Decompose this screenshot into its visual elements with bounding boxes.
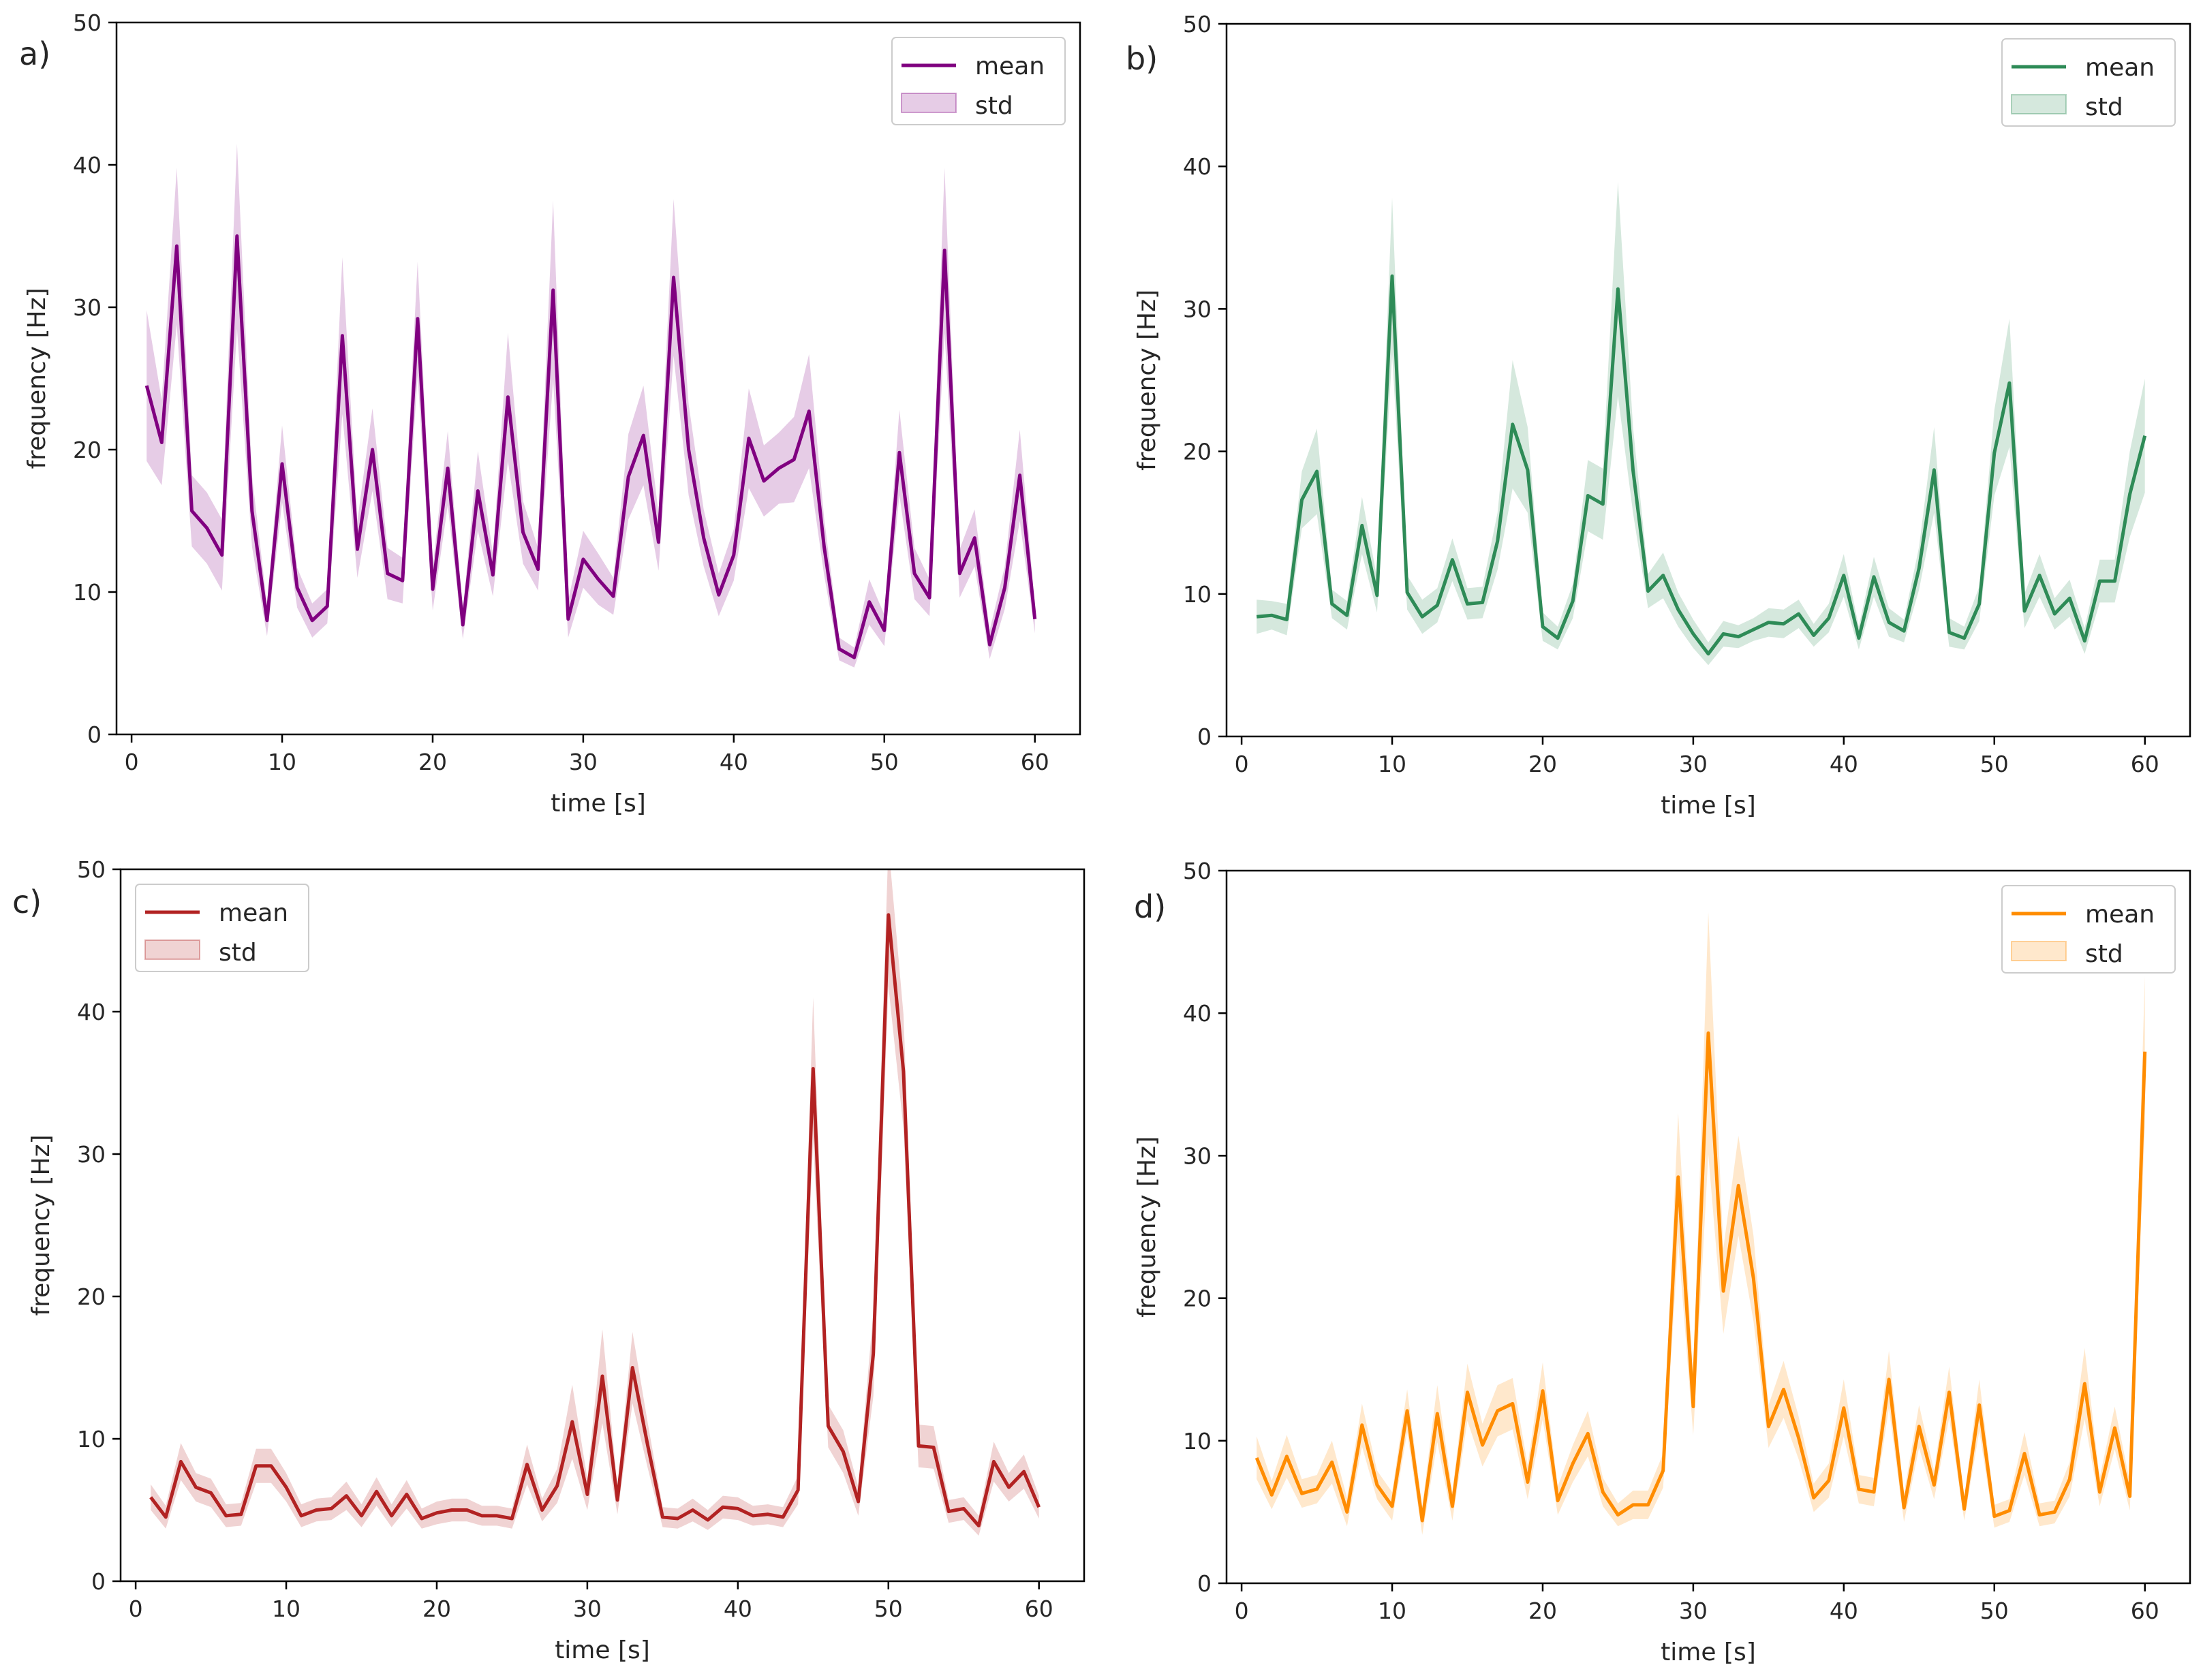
legend-box <box>2001 885 2176 974</box>
x-tick-label: 0 <box>129 1596 143 1622</box>
std-band <box>147 143 1035 668</box>
x-tick-label: 60 <box>2131 1598 2159 1624</box>
x-tick-label: 40 <box>1830 1598 1858 1624</box>
legend-std-swatch <box>2011 94 2067 114</box>
x-tick-label: 10 <box>1378 1598 1406 1624</box>
y-tick-label: 0 <box>1197 1570 1212 1597</box>
x-axis-label: time [s] <box>1661 792 1756 820</box>
legend: mean std <box>2001 38 2176 127</box>
legend-mean-label: mean <box>2085 901 2155 929</box>
panel-c: 0 10 20 30 40 50 60 0 10 20 30 40 50 time [s] frequenc… <box>12 856 1085 1664</box>
x-tick-label: 50 <box>1980 751 2009 777</box>
y-tick-label: 30 <box>1183 1142 1212 1169</box>
y-tick-label: 10 <box>1183 1428 1212 1455</box>
y-tick-label: 20 <box>1183 439 1212 465</box>
y-axis-label: frequency [Hz] <box>1133 1136 1161 1318</box>
y-tick-label: 30 <box>1183 296 1212 322</box>
y-tick-label: 20 <box>77 1284 106 1310</box>
x-tick-label: 30 <box>1679 1598 1708 1624</box>
panel-label: b) <box>1126 40 1158 77</box>
x-tick-label: 0 <box>125 749 139 775</box>
y-tick-label: 40 <box>1183 153 1212 180</box>
x-tick-label: 20 <box>418 749 447 775</box>
legend-box <box>135 884 309 972</box>
x-tick-label: 30 <box>573 1596 602 1622</box>
x-tick-label: 50 <box>874 1596 903 1622</box>
y-tick-label: 40 <box>1183 1000 1212 1027</box>
y-tick-label: 30 <box>73 294 102 321</box>
y-tick-label: 50 <box>77 856 106 883</box>
y-tick-label: 20 <box>1183 1286 1212 1312</box>
legend-box <box>2001 38 2176 127</box>
panel-label: d) <box>1134 888 1166 925</box>
panel-b: 0 10 20 30 40 50 60 0 10 20 30 40 50 time [s] frequenc… <box>1126 11 2191 820</box>
legend-std-swatch <box>901 93 957 113</box>
legend-mean-label: mean <box>975 52 1045 80</box>
x-tick-label: 60 <box>1025 1596 1053 1622</box>
y-axis-label: frequency [Hz] <box>27 1134 55 1316</box>
y-axis-label: frequency [Hz] <box>23 287 51 469</box>
x-tick-label: 60 <box>1021 749 1049 775</box>
y-tick-label: 40 <box>73 152 102 178</box>
x-tick-label: 30 <box>569 749 598 775</box>
legend-box <box>891 37 1066 125</box>
mean-line <box>144 234 1037 659</box>
x-axis-label: time [s] <box>1661 1638 1756 1666</box>
y-tick-label: 40 <box>77 999 106 1025</box>
x-tick-label: 20 <box>1528 1598 1557 1624</box>
panel-d: 0 10 20 30 40 50 60 0 10 20 30 40 50 time [s] frequenc… <box>1133 858 2191 1666</box>
x-axis-label: time [s] <box>555 1636 650 1664</box>
x-tick-label: 40 <box>724 1596 752 1622</box>
panel-label: c) <box>12 884 42 920</box>
y-tick-label: 30 <box>77 1141 106 1168</box>
legend-std-swatch <box>144 939 200 960</box>
x-tick-label: 0 <box>1235 1598 1249 1624</box>
legend-std-label: std <box>219 939 257 967</box>
legend-std-label: std <box>2085 940 2123 968</box>
legend: mean std <box>2001 885 2176 974</box>
legend: mean std <box>135 884 309 972</box>
x-tick-label: 60 <box>2131 751 2159 777</box>
axes-frame <box>119 868 1085 1583</box>
panel-a: 0 10 20 30 40 50 60 0 10 20 30 40 50 time [s] frequenc… <box>19 10 1081 818</box>
panel-label: a) <box>19 35 50 72</box>
x-tick-label: 0 <box>1235 751 1249 777</box>
legend-mean-label: mean <box>2085 54 2155 82</box>
y-tick-label: 0 <box>1197 724 1212 750</box>
legend-std-swatch <box>2011 941 2067 961</box>
x-tick-label: 10 <box>272 1596 301 1622</box>
y-tick-label: 0 <box>91 1568 106 1595</box>
mean-line <box>1256 274 2147 656</box>
legend-std-label: std <box>2085 93 2123 121</box>
x-tick-label: 40 <box>720 749 748 775</box>
y-tick-label: 50 <box>1183 858 1212 884</box>
y-tick-label: 10 <box>73 579 102 606</box>
mean-line <box>149 913 1041 1527</box>
y-tick-label: 50 <box>73 10 102 36</box>
y-axis-label: frequency [Hz] <box>1133 290 1161 471</box>
y-tick-label: 10 <box>1183 581 1212 608</box>
x-tick-label: 50 <box>870 749 899 775</box>
mean-line <box>1254 1031 2147 1523</box>
y-tick-label: 0 <box>87 721 102 748</box>
x-tick-label: 10 <box>1378 751 1406 777</box>
legend-std-label: std <box>975 92 1013 120</box>
y-tick-label: 50 <box>1183 11 1212 37</box>
legend-mean-label: mean <box>219 899 288 927</box>
axes-frame <box>115 21 1081 736</box>
legend: mean std <box>891 37 1066 125</box>
x-axis-label: time [s] <box>551 790 646 818</box>
x-tick-label: 20 <box>1528 751 1557 777</box>
x-tick-label: 10 <box>268 749 296 775</box>
x-tick-label: 50 <box>1980 1598 2009 1624</box>
y-tick-label: 10 <box>77 1426 106 1452</box>
x-tick-label: 40 <box>1830 751 1858 777</box>
y-tick-label: 20 <box>73 437 102 463</box>
axes-frame <box>1225 869 2191 1585</box>
x-tick-label: 30 <box>1679 751 1708 777</box>
axes-frame <box>1225 22 2191 738</box>
x-tick-label: 20 <box>422 1596 451 1622</box>
